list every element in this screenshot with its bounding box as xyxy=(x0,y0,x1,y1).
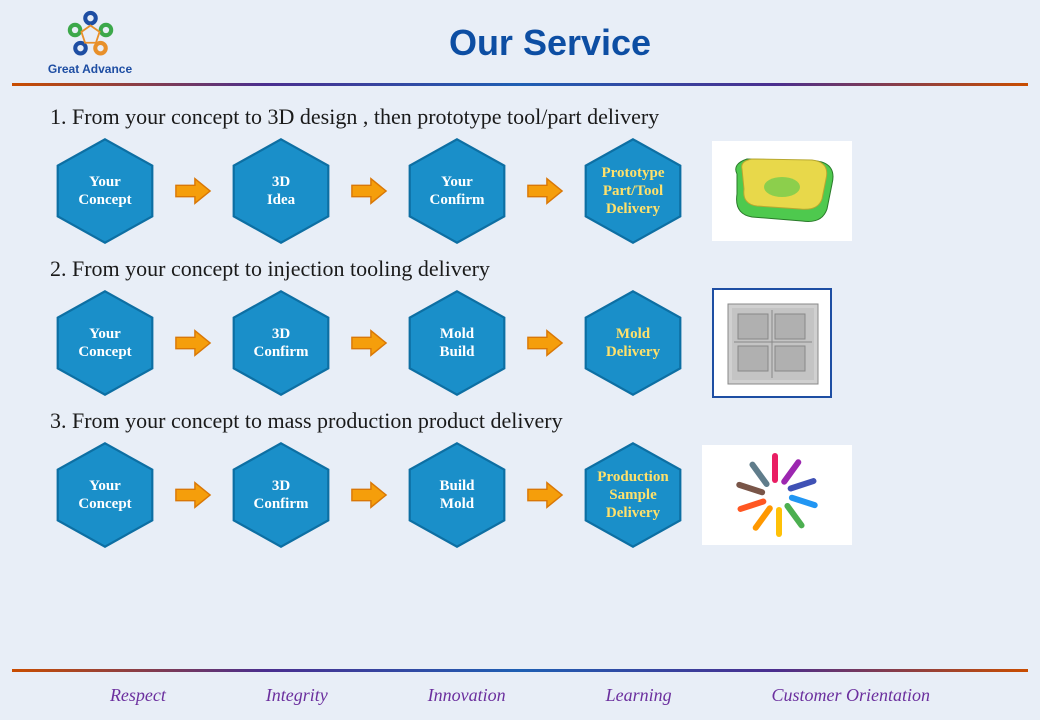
mold-machine-image xyxy=(712,288,832,398)
hex-node: 3DIdea xyxy=(226,136,336,246)
hex-label: MoldBuild xyxy=(433,325,480,361)
hex-label: BuildMold xyxy=(433,477,480,513)
hex-label: MoldDelivery xyxy=(600,325,666,361)
hex-node: MoldDelivery xyxy=(578,288,688,398)
product-samples-image xyxy=(702,445,852,545)
hex-label: ProductionSampleDelivery xyxy=(591,468,674,522)
header: Great Advance Our Service xyxy=(0,0,1040,81)
page-title: Our Service xyxy=(90,22,1010,64)
arrow-icon xyxy=(174,176,212,206)
hex-node: 3DConfirm xyxy=(226,440,336,550)
arrow-icon xyxy=(174,480,212,510)
cad-part-image xyxy=(712,141,852,241)
arrow-icon xyxy=(350,328,388,358)
logo-text: Great Advance xyxy=(48,62,132,76)
hex-node: MoldBuild xyxy=(402,288,512,398)
section-title-1: 1. From your concept to 3D design , then… xyxy=(50,104,1010,130)
hex-label: YourConcept xyxy=(72,325,137,361)
arrow-icon xyxy=(526,480,564,510)
hex-node: ProductionSampleDelivery xyxy=(578,440,688,550)
hex-label: YourConcept xyxy=(72,477,137,513)
flow-row-1: YourConcept 3DIdea YourConfirm Prototype… xyxy=(50,136,1010,246)
section-title-3: 3. From your concept to mass production … xyxy=(50,408,1010,434)
divider-top xyxy=(12,83,1028,86)
footer-value: Innovation xyxy=(428,685,506,706)
arrow-icon xyxy=(174,328,212,358)
hex-node: BuildMold xyxy=(402,440,512,550)
hex-label: PrototypePart/ToolDelivery xyxy=(595,164,670,218)
flow-row-3: YourConcept 3DConfirm BuildMold Producti… xyxy=(50,440,1010,550)
hex-label: YourConcept xyxy=(72,173,137,209)
arrow-icon xyxy=(526,176,564,206)
hex-label: 3DIdea xyxy=(261,173,301,209)
arrow-icon xyxy=(350,480,388,510)
hex-node: YourConcept xyxy=(50,288,160,398)
footer: Respect Integrity Innovation Learning Cu… xyxy=(0,685,1040,706)
section-title-2: 2. From your concept to injection toolin… xyxy=(50,256,1010,282)
hex-label: 3DConfirm xyxy=(248,477,315,513)
hex-node: PrototypePart/ToolDelivery xyxy=(578,136,688,246)
hex-label: 3DConfirm xyxy=(248,325,315,361)
flow-row-2: YourConcept 3DConfirm MoldBuild MoldDeli… xyxy=(50,288,1010,398)
hex-label: YourConfirm xyxy=(424,173,491,209)
footer-value: Respect xyxy=(110,685,166,706)
hex-node: YourConfirm xyxy=(402,136,512,246)
hex-node: YourConcept xyxy=(50,136,160,246)
footer-value: Learning xyxy=(606,685,672,706)
divider-bottom xyxy=(12,669,1028,672)
content: 1. From your concept to 3D design , then… xyxy=(0,88,1040,550)
footer-value: Customer Orientation xyxy=(771,685,930,706)
arrow-icon xyxy=(350,176,388,206)
arrow-icon xyxy=(526,328,564,358)
footer-value: Integrity xyxy=(266,685,328,706)
hex-node: 3DConfirm xyxy=(226,288,336,398)
hex-node: YourConcept xyxy=(50,440,160,550)
